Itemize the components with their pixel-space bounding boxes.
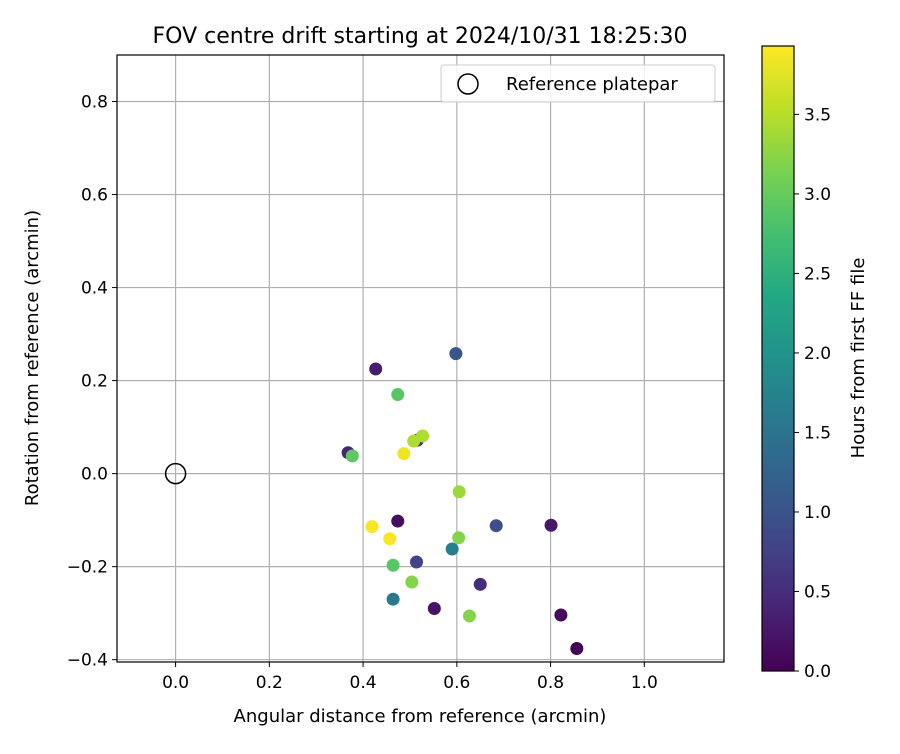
data-point xyxy=(427,602,441,616)
colorbar-tick-label: 0.0 xyxy=(804,662,831,682)
x-axis-label: Angular distance from reference (arcmin) xyxy=(234,706,607,727)
plot-frame xyxy=(116,54,725,663)
data-points xyxy=(341,347,584,656)
colorbar-tick-label: 2.5 xyxy=(804,264,831,284)
data-point xyxy=(452,485,466,499)
data-point xyxy=(544,518,558,532)
colorbar-tick-label: 2.0 xyxy=(804,344,831,364)
data-point xyxy=(386,592,400,606)
x-tick-label: 0.6 xyxy=(443,673,470,693)
colorbar-label: Hours from first FF file xyxy=(848,258,869,459)
y-tick-label: 0.2 xyxy=(81,372,108,392)
data-point xyxy=(345,449,359,463)
y-axis-ticks: −0.4 −0.2 0.0 0.2 0.4 0.6 0.8 xyxy=(67,93,117,671)
legend-label: Reference platepar xyxy=(506,74,678,95)
data-point xyxy=(391,388,405,402)
colorbar-gradient xyxy=(761,45,795,672)
data-point xyxy=(365,520,379,534)
x-tick-label: 1.0 xyxy=(631,673,658,693)
y-tick-label: 0.0 xyxy=(81,465,108,485)
y-tick-label: 0.8 xyxy=(81,93,108,113)
x-tick-label: 0.8 xyxy=(537,673,564,693)
data-point xyxy=(386,558,400,572)
data-point xyxy=(369,362,383,376)
legend-marker xyxy=(457,73,479,95)
y-axis-label: Rotation from reference (arcmin) xyxy=(22,210,43,506)
legend-box xyxy=(440,64,716,103)
x-tick-label: 0.0 xyxy=(162,673,189,693)
data-point xyxy=(397,447,411,461)
y-tick-label: −0.2 xyxy=(67,558,108,578)
y-tick-label: −0.4 xyxy=(67,651,108,671)
data-point xyxy=(554,608,568,622)
legend: Reference platepar xyxy=(440,64,716,103)
data-point xyxy=(383,532,397,546)
colorbar-tick-label: 1.0 xyxy=(804,503,831,523)
reference-marker xyxy=(164,462,187,485)
data-point xyxy=(570,642,584,656)
colorbar-ticks: 0.0 0.5 1.0 1.5 2.0 2.5 3.0 3.5 xyxy=(794,105,831,682)
data-point xyxy=(407,434,421,448)
data-point xyxy=(473,577,487,591)
reference-point xyxy=(164,462,187,485)
x-tick-label: 0.2 xyxy=(256,673,283,693)
data-point xyxy=(410,555,424,569)
y-tick-label: 0.4 xyxy=(81,279,108,299)
data-point xyxy=(462,609,476,623)
colorbar: 0.0 0.5 1.0 1.5 2.0 2.5 3.0 3.5 Hours from firs… xyxy=(761,45,869,682)
data-point xyxy=(445,542,459,556)
grid-lines xyxy=(117,55,724,662)
data-point xyxy=(449,347,463,361)
colorbar-tick-label: 3.5 xyxy=(804,105,831,125)
x-tick-label: 0.4 xyxy=(350,673,377,693)
data-point xyxy=(405,575,419,589)
data-point xyxy=(452,531,466,545)
colorbar-tick-label: 1.5 xyxy=(804,423,831,443)
x-axis-ticks: 0.0 0.2 0.4 0.6 0.8 1.0 xyxy=(162,662,658,693)
data-point xyxy=(391,514,405,528)
colorbar-tick-label: 3.0 xyxy=(804,185,831,205)
data-point xyxy=(489,519,503,533)
colorbar-tick-label: 0.5 xyxy=(804,582,831,602)
chart-title: FOV centre drift starting at 2024/10/31 … xyxy=(153,24,688,49)
y-tick-label: 0.6 xyxy=(81,186,108,206)
